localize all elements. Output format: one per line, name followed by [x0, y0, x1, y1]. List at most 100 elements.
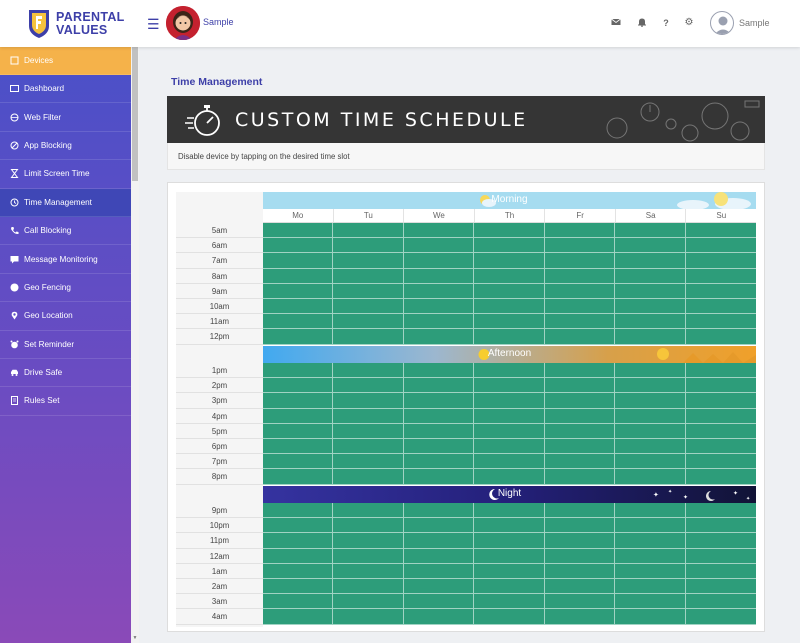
time-slot[interactable]	[263, 283, 334, 299]
time-slot[interactable]	[333, 253, 404, 269]
time-slot[interactable]	[403, 423, 475, 439]
time-slot[interactable]	[685, 439, 756, 455]
time-slot[interactable]	[685, 533, 756, 549]
day-header-we[interactable]: We	[404, 209, 475, 222]
time-slot[interactable]	[333, 393, 404, 409]
time-slot[interactable]	[474, 283, 545, 299]
time-slot[interactable]	[474, 548, 545, 564]
time-slot[interactable]	[263, 329, 334, 345]
time-slot[interactable]	[403, 578, 475, 595]
time-slot[interactable]	[615, 283, 686, 299]
time-slot[interactable]	[544, 253, 616, 269]
time-slot[interactable]	[544, 454, 616, 470]
time-slot[interactable]	[615, 563, 686, 579]
time-slot[interactable]	[474, 563, 545, 579]
time-slot[interactable]	[685, 469, 756, 485]
time-slot[interactable]	[403, 253, 475, 269]
time-slot[interactable]	[615, 594, 686, 610]
time-slot[interactable]	[615, 329, 686, 345]
time-slot[interactable]	[333, 548, 404, 564]
time-slot[interactable]	[333, 594, 404, 610]
time-slot[interactable]	[615, 408, 686, 424]
time-slot[interactable]	[403, 518, 475, 534]
time-slot[interactable]	[474, 408, 545, 424]
time-slot[interactable]	[474, 594, 545, 610]
time-slot[interactable]	[474, 393, 545, 409]
time-slot[interactable]	[403, 314, 475, 330]
time-slot[interactable]	[544, 503, 616, 519]
user-name[interactable]: Sample	[739, 18, 770, 28]
time-slot[interactable]	[403, 268, 475, 284]
time-slot[interactable]	[685, 549, 756, 564]
time-slot[interactable]	[615, 238, 686, 254]
time-slot[interactable]	[403, 298, 475, 315]
time-slot[interactable]	[333, 238, 404, 254]
day-header-su[interactable]: Su	[716, 211, 727, 220]
time-slot[interactable]	[403, 594, 475, 610]
time-slot[interactable]	[263, 518, 334, 534]
sidebar-item-dashboard[interactable]: Dashboard	[0, 75, 131, 104]
time-slot[interactable]	[685, 363, 756, 379]
time-slot[interactable]	[544, 469, 616, 485]
time-slot[interactable]	[685, 579, 756, 595]
time-slot[interactable]	[685, 253, 756, 269]
time-slot[interactable]	[474, 533, 545, 549]
time-slot[interactable]	[403, 283, 475, 299]
time-slot[interactable]	[403, 408, 475, 424]
time-slot[interactable]	[544, 314, 616, 330]
time-slot[interactable]	[263, 268, 334, 284]
time-slot[interactable]	[403, 533, 475, 549]
time-slot[interactable]	[615, 518, 686, 534]
sidebar-item-app-blocking[interactable]: App Blocking	[0, 132, 131, 161]
time-slot[interactable]	[403, 378, 475, 394]
time-slot[interactable]	[544, 363, 616, 379]
time-slot[interactable]	[263, 578, 334, 595]
gear-icon[interactable]: ⚙	[684, 17, 694, 28]
time-slot[interactable]	[333, 378, 404, 394]
time-slot[interactable]	[544, 378, 616, 394]
mail-icon[interactable]	[610, 17, 622, 29]
time-slot[interactable]	[474, 223, 545, 239]
time-slot[interactable]	[263, 298, 334, 315]
menu-toggle-icon[interactable]: ☰	[147, 16, 160, 32]
time-slot[interactable]	[403, 438, 475, 455]
day-header-tu[interactable]: Tu	[334, 209, 405, 222]
time-slot[interactable]	[685, 424, 756, 439]
time-slot[interactable]	[474, 378, 545, 394]
time-slot[interactable]	[333, 314, 404, 330]
time-slot[interactable]	[474, 438, 545, 455]
time-slot[interactable]	[403, 393, 475, 409]
profile-avatar[interactable]	[166, 6, 200, 40]
time-slot[interactable]	[474, 268, 545, 284]
time-slot[interactable]	[615, 438, 686, 455]
time-slot[interactable]	[685, 409, 756, 424]
time-slot[interactable]	[615, 298, 686, 315]
time-slot[interactable]	[263, 378, 334, 394]
time-slot[interactable]	[263, 438, 334, 455]
time-slot[interactable]	[685, 223, 756, 239]
time-slot[interactable]	[333, 563, 404, 579]
time-slot[interactable]	[685, 393, 756, 409]
time-slot[interactable]	[685, 609, 756, 625]
day-header-mo[interactable]: Mo	[263, 209, 334, 222]
time-slot[interactable]	[685, 503, 756, 519]
time-slot[interactable]	[333, 329, 404, 345]
day-header-th[interactable]: Th	[475, 209, 546, 222]
sidebar-item-call-blocking[interactable]: Call Blocking	[0, 217, 131, 246]
time-slot[interactable]	[474, 238, 545, 254]
time-slot[interactable]	[263, 253, 334, 269]
time-slot[interactable]	[333, 363, 404, 379]
time-slot[interactable]	[544, 594, 616, 610]
time-slot[interactable]	[615, 423, 686, 439]
time-slot[interactable]	[263, 548, 334, 564]
time-slot[interactable]	[544, 548, 616, 564]
time-slot[interactable]	[333, 423, 404, 439]
time-slot[interactable]	[474, 469, 545, 485]
time-slot[interactable]	[263, 469, 334, 485]
time-slot[interactable]	[544, 283, 616, 299]
time-slot[interactable]	[333, 454, 404, 470]
time-slot[interactable]	[544, 298, 616, 315]
time-slot[interactable]	[263, 609, 334, 625]
time-slot[interactable]	[615, 393, 686, 409]
sidebar-item-geo-fencing[interactable]: Geo Fencing	[0, 274, 131, 303]
